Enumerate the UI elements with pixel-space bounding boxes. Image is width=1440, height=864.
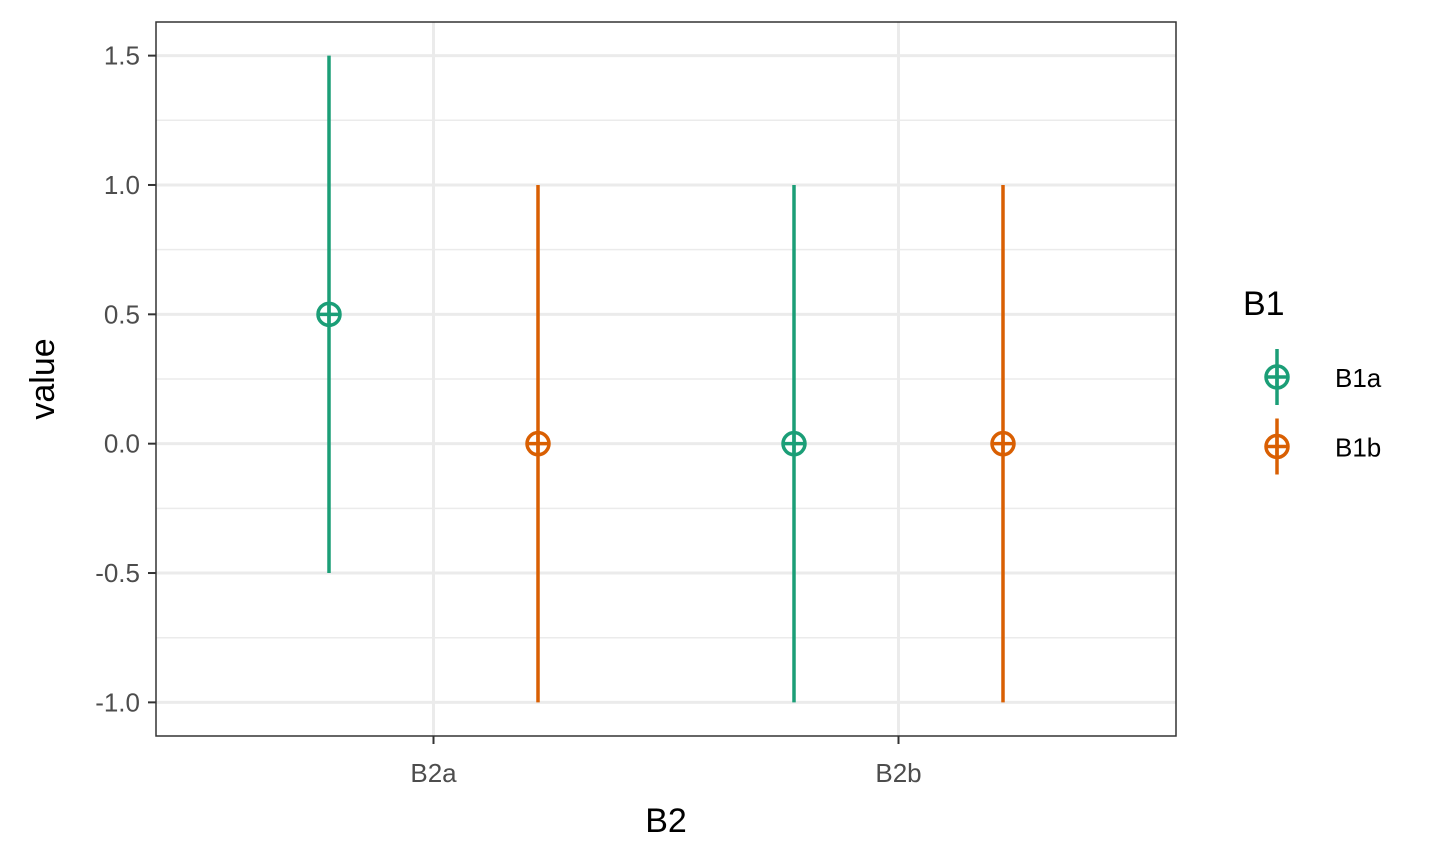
y-tick-label: 1.5 (104, 41, 140, 71)
y-axis: -1.0 -0.5 0.0 0.5 1.0 1.5 (95, 41, 156, 717)
data-marks (316, 55, 1016, 703)
y-tick-label: 0.5 (104, 299, 140, 329)
point-B1b-B2b (990, 430, 1016, 457)
legend-key-point-B1a (1264, 364, 1290, 390)
point-B1b-B2a (525, 430, 551, 457)
x-tick-label: B2b (875, 758, 921, 788)
plot-panel (155, 21, 1177, 737)
y-tick-label: -0.5 (95, 558, 140, 588)
legend-title: B1 (1243, 285, 1285, 323)
minor-gridlines (156, 119, 1176, 639)
y-tick-label: 1.0 (104, 170, 140, 200)
y-tick-label: 0.0 (104, 429, 140, 459)
legend-items: B1a B1b (1264, 349, 1382, 475)
panel-border (155, 21, 1177, 737)
legend: B1 B1a B1b (1243, 285, 1382, 475)
y-tick-label: -1.0 (95, 687, 140, 717)
point-B1a-B2b (781, 430, 807, 457)
x-axis: B2a B2b (410, 736, 922, 788)
legend-label: B1a (1335, 363, 1382, 393)
legend-label: B1b (1335, 433, 1381, 463)
x-tick-label: B2a (410, 758, 457, 788)
legend-key-point-B1b (1264, 433, 1290, 460)
point-B1a-B2a (316, 301, 342, 328)
y-axis-title: value (24, 338, 62, 419)
x-axis-title: B2 (645, 802, 687, 840)
